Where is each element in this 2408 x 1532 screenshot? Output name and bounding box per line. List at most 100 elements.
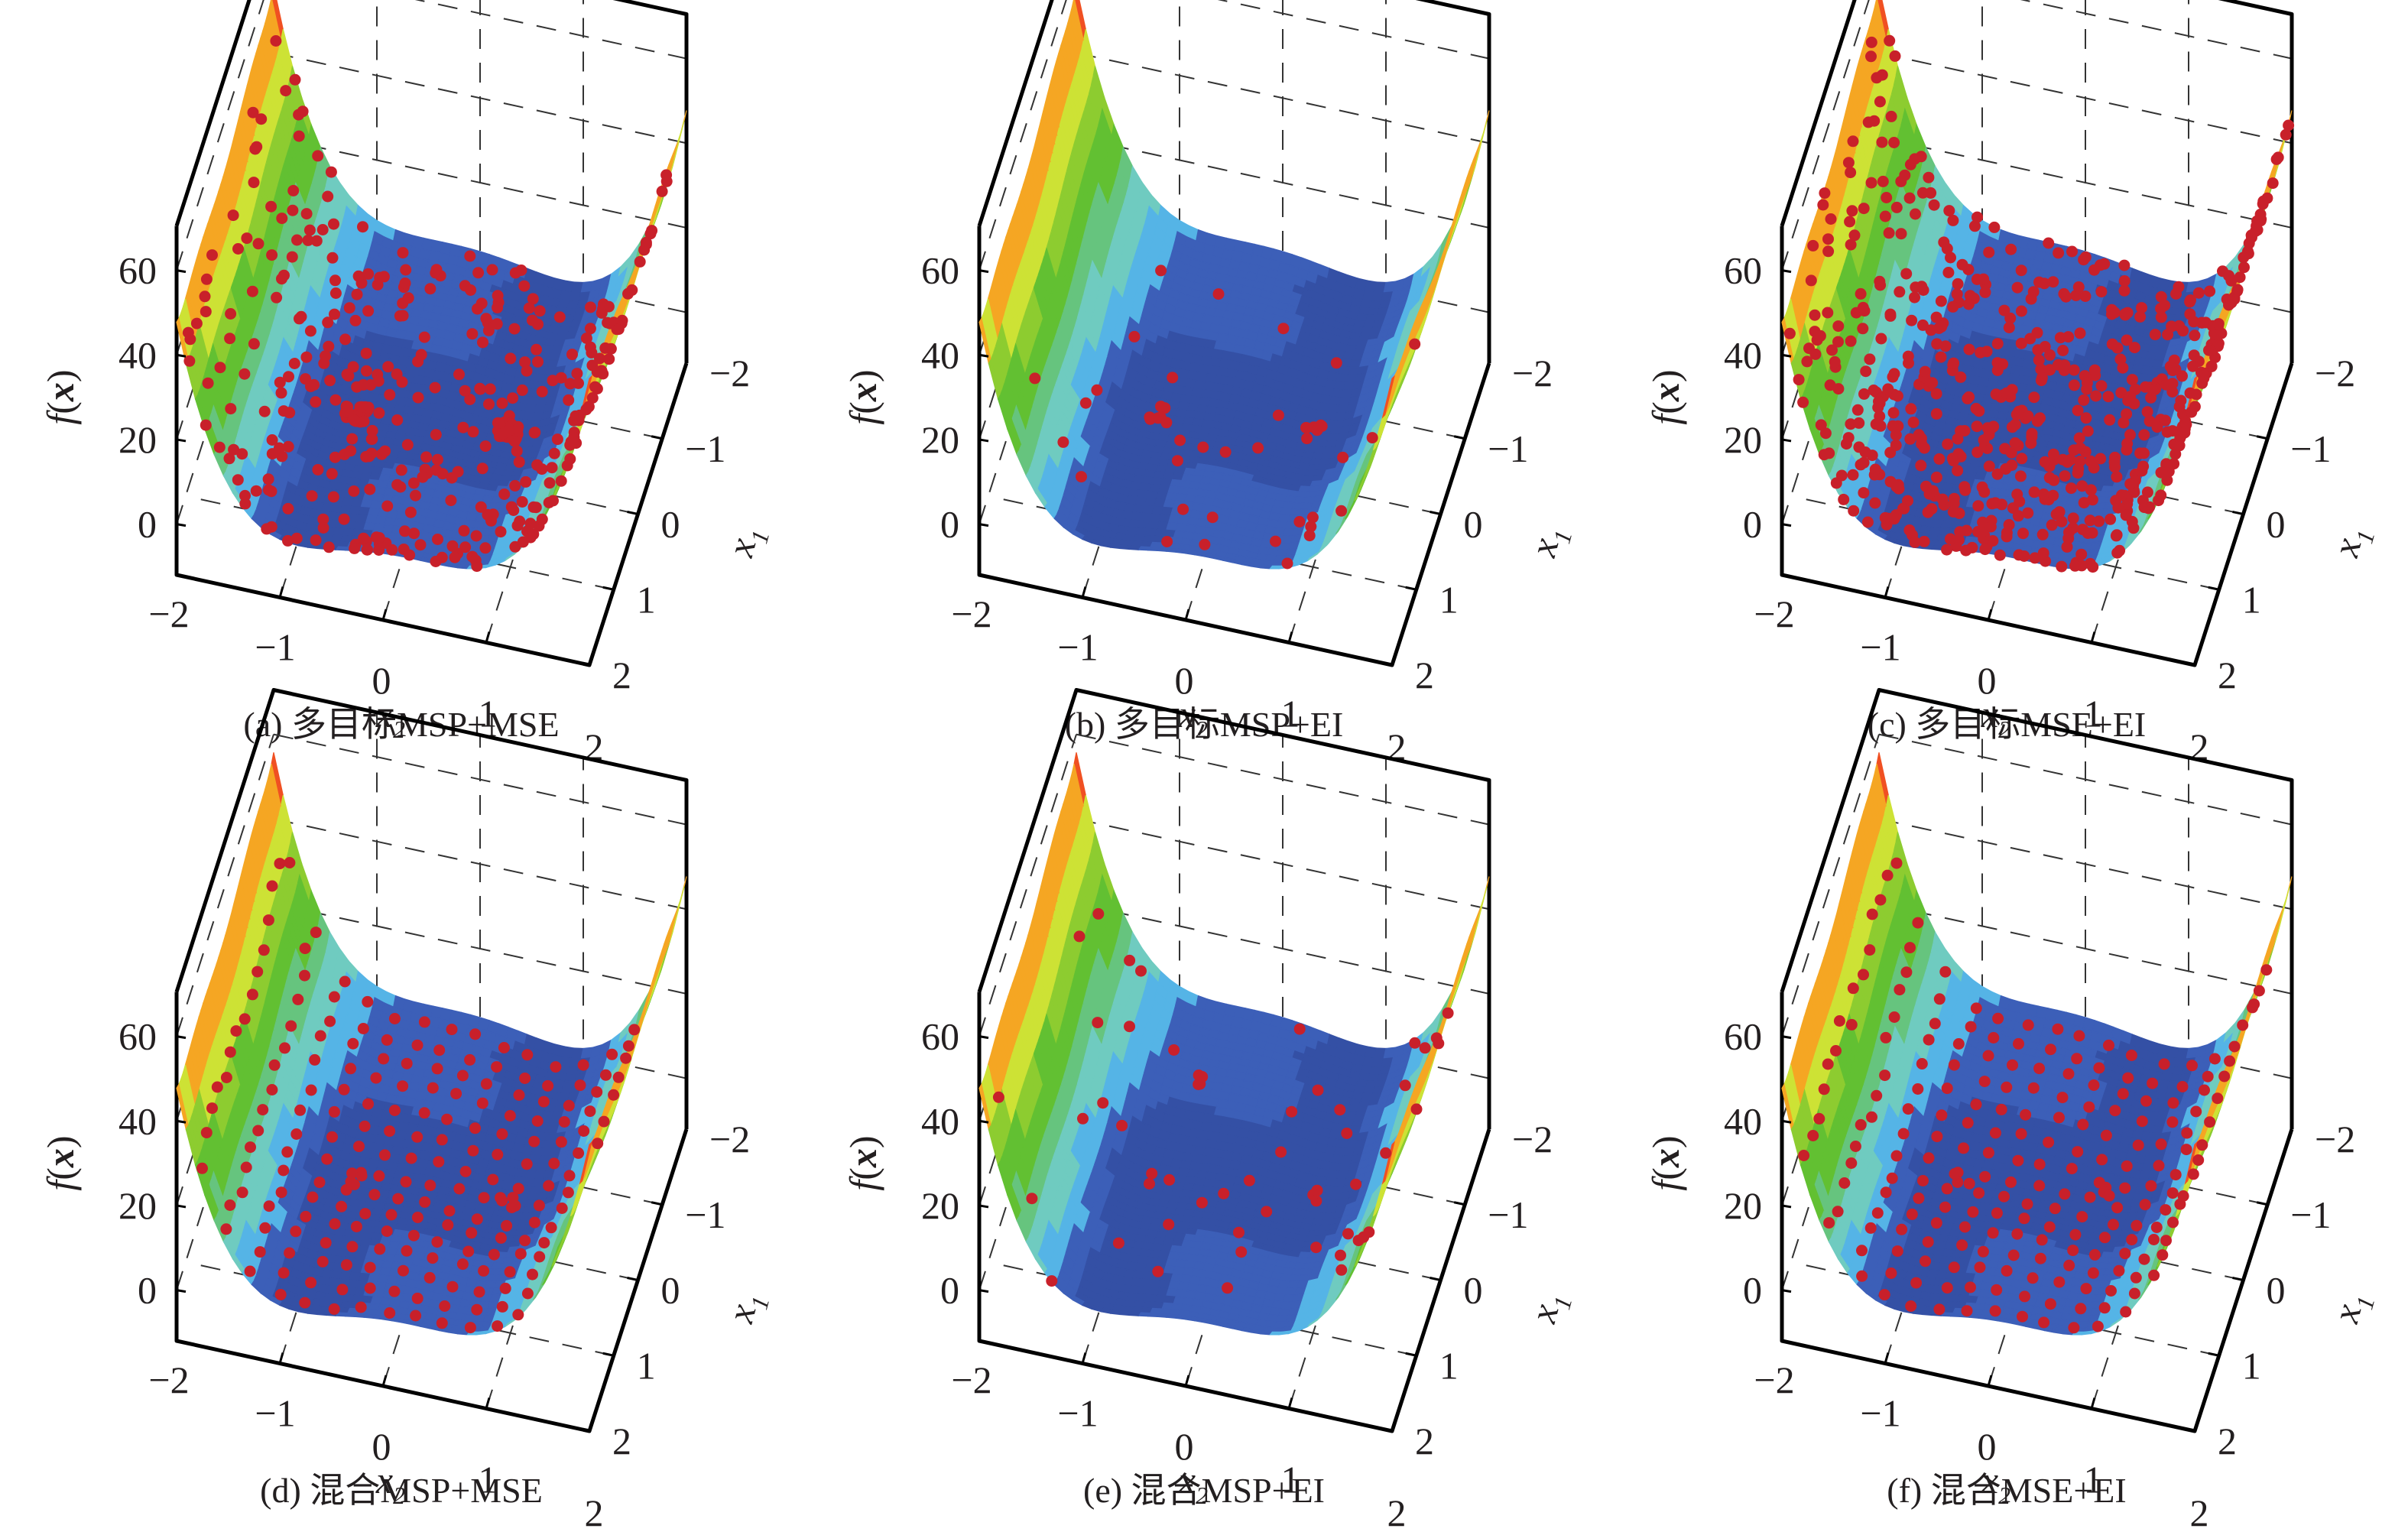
sample-point (458, 524, 470, 537)
panel-b: 0 20 40 60 −2 −1 0 1 2 −2 −1 0 1 2 f(x) x2 x1 (b) 多目标MSP… (803, 0, 1605, 768)
sample-point (293, 130, 305, 142)
grid-line (1217, 0, 1490, 60)
sample-point (232, 243, 244, 255)
sample-point (206, 249, 218, 261)
sample-point (1144, 411, 1156, 424)
sample-point (511, 445, 523, 457)
z-tick-label: 60 (921, 249, 959, 292)
sample-point (202, 377, 214, 389)
sample-point (1155, 265, 1167, 277)
sample-point (1277, 323, 1290, 335)
sample-point (429, 381, 441, 394)
x2-tick (1287, 631, 1293, 643)
sample-point (401, 439, 414, 451)
sample-point (566, 349, 578, 361)
z-axis-label: f(x) (842, 369, 884, 424)
sample-point (548, 447, 560, 459)
sample-point (1160, 417, 1173, 429)
sample-point (290, 532, 303, 544)
x2-tick (1081, 586, 1087, 598)
x1-axis-label-text: x1 (718, 521, 774, 563)
sample-point (327, 491, 339, 503)
x1-tick (627, 511, 638, 515)
sample-point (250, 485, 262, 497)
sample-point (304, 325, 316, 337)
sample-point (310, 235, 323, 247)
sample-point (491, 318, 503, 330)
sample-point (317, 513, 329, 525)
grid-line (2020, 0, 2293, 60)
z-axis-label: f(x) (39, 369, 82, 424)
sample-point (622, 287, 634, 300)
sample-point (1409, 338, 1421, 350)
sample-point (270, 35, 282, 47)
sample-point (293, 109, 305, 121)
sample-point (483, 398, 495, 411)
sample-point (527, 293, 539, 305)
fx-x: x (842, 382, 884, 402)
sample-point (530, 501, 542, 514)
sample-points (1029, 265, 1421, 570)
sample-point (322, 190, 334, 203)
sample-point (287, 204, 299, 216)
grid-line (1781, 0, 1870, 271)
grid-line (1781, 222, 1880, 524)
sample-point (276, 213, 288, 225)
sample-point (303, 224, 316, 236)
sample-point (404, 506, 417, 518)
sample-point (1293, 516, 1306, 527)
sample-point (432, 534, 443, 545)
sample-point (1306, 511, 1319, 524)
x2-tick (1184, 609, 1190, 621)
sample-point (300, 208, 313, 220)
x2-tick (381, 609, 388, 621)
sample-point (262, 473, 274, 485)
sample-point (282, 502, 294, 514)
grid-line (1185, 317, 1284, 621)
sample-point (287, 184, 300, 196)
sample-point (505, 352, 517, 365)
sample-point (265, 485, 277, 498)
sample-point (528, 427, 540, 439)
sample-point (404, 549, 416, 561)
sample-point (358, 532, 369, 544)
x2-sub: 2 (1196, 716, 1208, 743)
sample-point (466, 328, 479, 340)
sample-point (513, 456, 525, 468)
z-tick (176, 269, 187, 274)
sample-point (373, 532, 385, 544)
sample-point (476, 463, 488, 475)
sample-point (246, 285, 258, 297)
sample-point (449, 551, 461, 563)
sample-point (1303, 530, 1316, 542)
sample-point (584, 323, 596, 335)
sample-point (183, 355, 196, 367)
sample-point (469, 554, 482, 566)
sample-point (475, 297, 488, 310)
sample-point (1177, 503, 1189, 515)
sample-point (236, 448, 248, 460)
grid-line (1076, 52, 1490, 144)
sample-point (1252, 442, 1264, 454)
x2-tick-label: −1 (255, 626, 295, 669)
sample-point (532, 355, 544, 368)
sample-point (223, 453, 235, 465)
sample-point (594, 352, 605, 365)
sample-point (266, 249, 278, 261)
fx-paren-close: ) (39, 369, 82, 382)
sample-point (379, 445, 391, 457)
sample-point (1128, 330, 1141, 342)
sample-point (1305, 521, 1317, 533)
sample-point (430, 429, 442, 441)
sample-point (511, 424, 524, 436)
sample-point (1219, 446, 1232, 458)
sample-point (325, 166, 337, 178)
sample-point (479, 542, 492, 554)
z-axis-label-text: f(x) (842, 369, 884, 424)
sample-point (573, 377, 584, 389)
